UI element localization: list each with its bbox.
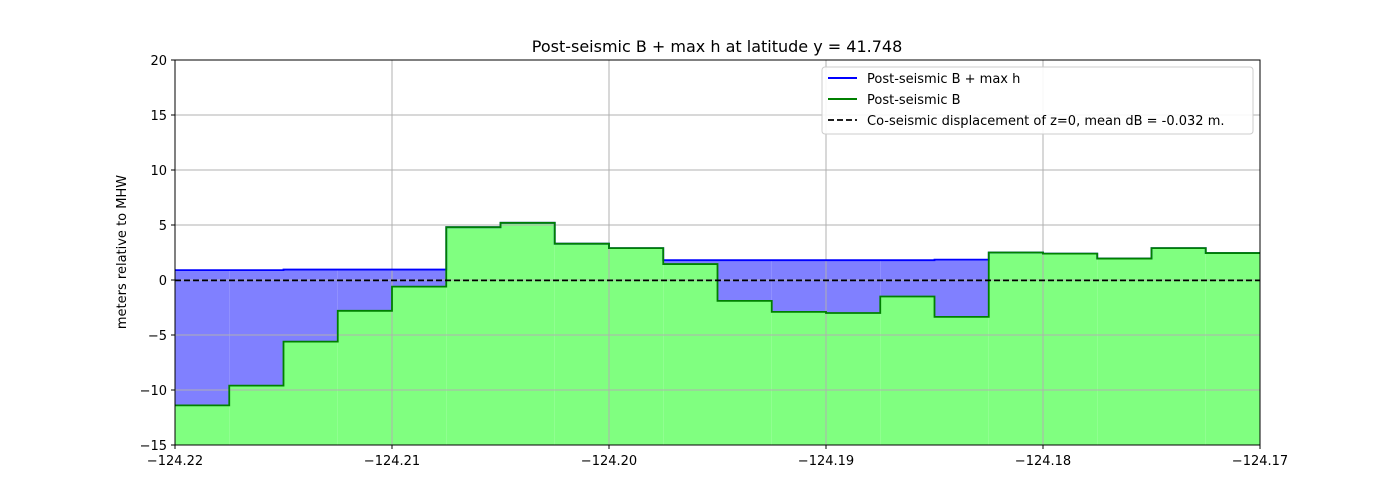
y-tick-label: −15 (140, 439, 167, 454)
bed-fill-segment (826, 313, 881, 445)
y-tick-label: 10 (150, 164, 167, 179)
bed-fill-segment (229, 385, 284, 445)
chart-title: Post-seismic B + max h at latitude y = 4… (532, 37, 903, 56)
x-axis: −124.22 −124.21 −124.20 −124.19 −124.18 −124.… (147, 445, 1288, 469)
bed-fill-segment (446, 227, 501, 445)
bed-fill-segment (554, 243, 609, 445)
water-fill-segment (392, 269, 447, 287)
x-tick-label: −124.19 (798, 454, 854, 469)
x-tick-label: −124.17 (1232, 454, 1288, 469)
bed-fill-segment (717, 300, 772, 445)
bed-fill-segment (392, 286, 447, 445)
legend-label-post-seismic-b-max-h: Post-seismic B + max h (867, 72, 1020, 87)
bed-fill-segment (1043, 253, 1098, 445)
bed-fill-segment (500, 222, 555, 445)
y-tick-label: −5 (148, 329, 167, 344)
water-fill-segment (826, 260, 881, 313)
water-fill-segment (337, 269, 392, 311)
plot-lines (175, 221, 1260, 407)
y-tick-label: 15 (150, 109, 167, 124)
y-tick-label: 5 (159, 219, 167, 234)
x-tick-label: −124.18 (1015, 454, 1071, 469)
bed-fill-segment (175, 405, 230, 445)
bed-fill-segment (337, 310, 392, 445)
bed-fill-segment (609, 248, 664, 445)
plot-frame (174, 59, 1261, 446)
water-fill-segment (934, 259, 989, 317)
legend-label-post-seismic-b: Post-seismic B (867, 93, 961, 108)
y-tick-label: −10 (140, 384, 167, 399)
water-fill-segment (229, 270, 284, 386)
y-tick-label: 20 (150, 54, 167, 69)
water-fill-segment (175, 270, 230, 406)
bed-fill-segment (771, 311, 826, 445)
y-axis: −15 −10 −5 0 5 10 15 20 (140, 54, 175, 454)
bed-fill-segment (880, 296, 935, 445)
legend: Post-seismic B + max h Post-seismic B Co… (821, 66, 1254, 135)
water-fill-segment (283, 269, 338, 342)
bed-fill-segment (283, 341, 338, 445)
water-fill-segment (663, 260, 718, 265)
water-fill-segment (771, 260, 826, 312)
series-line-post-seismic-b (175, 221, 1260, 407)
y-tick-label: 0 (159, 274, 167, 289)
y-axis-label: meters relative to MHW (115, 175, 130, 329)
x-tick-label: −124.21 (364, 454, 420, 469)
bed-fill-segment (1151, 248, 1206, 445)
water-fill-segment (880, 260, 935, 297)
bed-fill-segment (1097, 258, 1152, 445)
legend-box (821, 66, 1254, 135)
x-tick-label: −124.20 (581, 454, 637, 469)
x-tick-label: −124.22 (147, 454, 203, 469)
bed-fill-segment (663, 264, 718, 445)
bed-fill-segment (1205, 253, 1260, 445)
bed-fill-segment (934, 316, 989, 445)
bed-fill-segment (988, 252, 1043, 445)
legend-label-co-seismic: Co-seismic displacement of z=0, mean dB … (867, 114, 1225, 129)
